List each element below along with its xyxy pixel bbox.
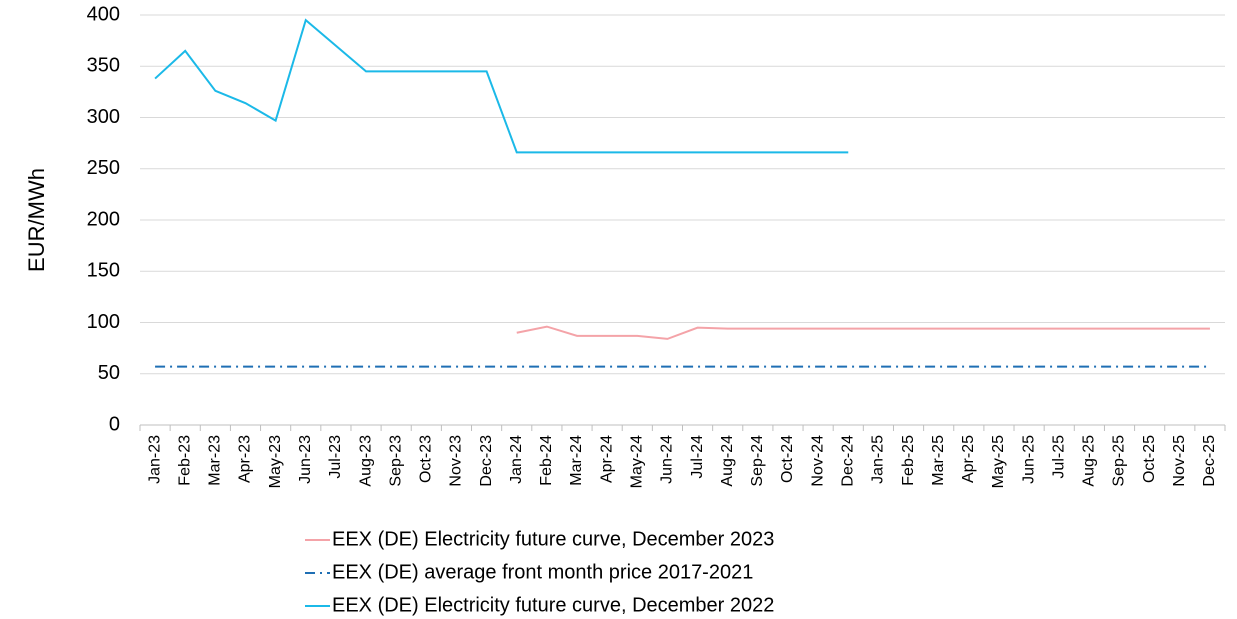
x-tick-label: Mar-25 bbox=[930, 435, 947, 486]
x-tick-label: Apr-24 bbox=[598, 435, 615, 483]
y-tick-label: 350 bbox=[87, 55, 120, 77]
y-tick-label: 400 bbox=[87, 3, 120, 25]
x-tick-label: Mar-24 bbox=[568, 435, 585, 486]
x-tick-label: Nov-23 bbox=[448, 435, 465, 487]
x-tick-label: Aug-23 bbox=[357, 435, 374, 487]
y-tick-label: 300 bbox=[87, 106, 120, 128]
legend-label: EEX (DE) Electricity future curve, Decem… bbox=[332, 594, 774, 616]
x-tick-label: Nov-24 bbox=[809, 435, 826, 487]
x-tick-label: Jul-23 bbox=[327, 435, 344, 479]
x-tick-label: Dec-24 bbox=[839, 435, 856, 487]
x-tick-label: Jan-24 bbox=[508, 435, 525, 484]
x-tick-label: Jun-23 bbox=[297, 435, 314, 484]
legend-label: EEX (DE) Electricity future curve, Decem… bbox=[332, 528, 774, 550]
x-tick-label: Aug-25 bbox=[1081, 435, 1098, 487]
y-tick-label: 100 bbox=[87, 311, 120, 333]
x-tick-label: Sep-25 bbox=[1111, 435, 1128, 487]
x-tick-label: Jun-25 bbox=[1020, 435, 1037, 484]
y-axis-label: EUR/MWh bbox=[24, 168, 49, 272]
y-tick-label: 150 bbox=[87, 260, 120, 282]
x-tick-label: Jul-25 bbox=[1050, 435, 1067, 479]
x-tick-label: Oct-25 bbox=[1141, 435, 1158, 483]
x-tick-label: Jan-25 bbox=[870, 435, 887, 484]
x-tick-label: Nov-25 bbox=[1171, 435, 1188, 487]
y-tick-label: 250 bbox=[87, 157, 120, 179]
x-tick-label: Sep-24 bbox=[749, 435, 766, 487]
x-tick-label: Apr-25 bbox=[960, 435, 977, 483]
y-tick-label: 0 bbox=[109, 413, 120, 435]
x-tick-label: Jun-24 bbox=[659, 435, 676, 484]
legend-label: EEX (DE) average front month price 2017-… bbox=[332, 561, 753, 583]
x-tick-label: Mar-23 bbox=[207, 435, 224, 486]
series-line bbox=[516, 325, 1210, 340]
x-tick-label: Aug-24 bbox=[719, 435, 736, 487]
x-tick-label: May-25 bbox=[990, 435, 1007, 488]
series-line bbox=[154, 18, 849, 154]
x-tick-label: Jan-23 bbox=[146, 435, 163, 484]
x-tick-label: Dec-23 bbox=[478, 435, 495, 487]
x-tick-label: Feb-24 bbox=[538, 435, 555, 486]
x-tick-label: Feb-25 bbox=[900, 435, 917, 486]
y-tick-label: 50 bbox=[98, 362, 120, 384]
x-tick-label: May-24 bbox=[629, 435, 646, 488]
x-tick-label: Sep-23 bbox=[387, 435, 404, 487]
x-tick-label: Oct-24 bbox=[779, 435, 796, 483]
x-tick-label: Oct-23 bbox=[418, 435, 435, 483]
x-tick-label: May-23 bbox=[267, 435, 284, 488]
y-tick-label: 200 bbox=[87, 208, 120, 230]
x-tick-label: Dec-25 bbox=[1201, 435, 1218, 487]
x-tick-label: Apr-23 bbox=[237, 435, 254, 483]
x-tick-label: Jul-24 bbox=[689, 435, 706, 479]
x-tick-label: Feb-23 bbox=[176, 435, 193, 486]
